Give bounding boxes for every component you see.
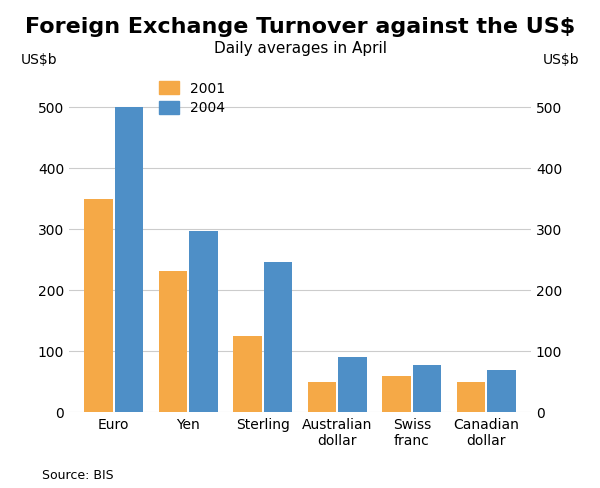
Bar — [457, 382, 485, 412]
Bar — [264, 262, 292, 412]
Text: Foreign Exchange Turnover against the US$: Foreign Exchange Turnover against the US… — [25, 17, 575, 37]
Bar — [84, 199, 113, 412]
Bar — [233, 336, 262, 412]
Bar — [382, 376, 410, 412]
Text: US$b: US$b — [20, 53, 57, 67]
Bar — [190, 231, 218, 412]
Bar — [413, 366, 441, 412]
Bar — [308, 382, 336, 412]
Legend: 2001, 2004: 2001, 2004 — [159, 81, 225, 116]
Bar — [487, 370, 516, 412]
Text: Source: BIS: Source: BIS — [42, 468, 113, 482]
Bar — [115, 107, 143, 412]
Text: US$b: US$b — [543, 53, 580, 67]
Bar — [159, 271, 187, 412]
Bar — [338, 357, 367, 412]
Text: Daily averages in April: Daily averages in April — [214, 41, 386, 57]
